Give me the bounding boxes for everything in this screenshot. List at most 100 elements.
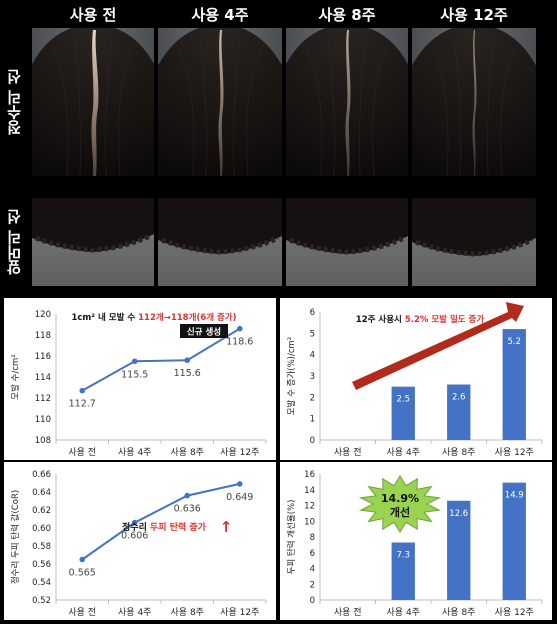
bar bbox=[502, 482, 526, 600]
bar bbox=[447, 500, 471, 600]
y-tick-label: 0.56 bbox=[32, 560, 51, 570]
crown-photo-4-weeks bbox=[158, 28, 282, 176]
y-tick-label: 114 bbox=[35, 373, 51, 383]
bar-value-label: 12.6 bbox=[449, 509, 468, 519]
y-tick-label: 0.52 bbox=[32, 596, 51, 606]
y-tick-label: 0.54 bbox=[32, 578, 51, 588]
x-tick-label: 사용 전 bbox=[68, 447, 96, 458]
bar-value-label: 2.5 bbox=[396, 395, 410, 405]
annotation-highlight: 112개→118개(6개 증가) bbox=[138, 312, 236, 323]
annotation-highlight: 5.2% 모발 밀도 증가 bbox=[405, 314, 485, 325]
x-tick-label: 사용 전 bbox=[334, 607, 362, 618]
series-line bbox=[81, 482, 240, 561]
y-tick-label: 0.60 bbox=[32, 524, 51, 534]
bar bbox=[447, 384, 471, 440]
chart-annotation: 1cm² 내 모발 수 112개→118개(6개 증가) bbox=[71, 312, 236, 323]
x-tick-label: 사용 전 bbox=[68, 607, 96, 618]
data-label: 0.606 bbox=[121, 531, 148, 542]
y-tick-label: 2 bbox=[310, 393, 315, 403]
y-tick-label: 10 bbox=[304, 517, 315, 527]
y-tick-label: 112 bbox=[35, 394, 51, 404]
data-point bbox=[79, 556, 86, 563]
y-tick-label: 0 bbox=[310, 596, 315, 606]
crown-photo-12-weeks bbox=[412, 28, 536, 176]
hairline-photo-before bbox=[32, 198, 154, 286]
hair-density-chart: 108 110 112 114 116 118 120 사용 전 사용 4주 사용 8주 사용 12… bbox=[10, 310, 267, 458]
bar bbox=[391, 386, 415, 440]
scalp-elasticity-chart: 0.52 0.54 0.56 0.58 0.60 0.62 0.64 0.66 사용 전 사용 4… bbox=[10, 470, 267, 618]
crown-photo-before bbox=[32, 28, 154, 176]
y-tick-label: 6 bbox=[310, 549, 315, 559]
scalp-elasticity-chart-panel: 0.52 0.54 0.56 0.58 0.60 0.62 0.64 0.66 사용 전 사용 4… bbox=[4, 462, 276, 620]
elasticity-improvement-chart: 0 2 4 6 8 10 12 14 16 사용 전 사용 4주 사용 8주 사용 12주 두피 탄력 개… bbox=[286, 470, 543, 618]
bar bbox=[502, 329, 526, 440]
y-tick-label: 116 bbox=[35, 352, 51, 362]
x-tick-label: 사용 12주 bbox=[495, 447, 534, 458]
x-tick-label: 사용 4주 bbox=[118, 607, 151, 618]
y-tick-label: 0.64 bbox=[32, 488, 51, 498]
trend-arrow bbox=[352, 302, 524, 390]
data-label: 115.6 bbox=[174, 368, 201, 379]
density-increase-chart: 0 1 2 3 4 5 6 사용 전 사용 4주 사용 8주 사용 12주 모발 수 증가(%)/cm… bbox=[286, 302, 543, 458]
y-tick-label: 4 bbox=[310, 351, 315, 361]
x-tick-label: 사용 8주 bbox=[442, 447, 475, 458]
data-label: 0.565 bbox=[69, 568, 96, 579]
annotation-text: 12주 사용시 bbox=[356, 314, 405, 325]
y-axis-label: 모발 수/cm² bbox=[10, 354, 21, 399]
bar-value-label: 5.2 bbox=[507, 337, 521, 347]
row-label-crown: 정수리 선 bbox=[5, 69, 24, 135]
y-tick-label: 14 bbox=[304, 486, 315, 496]
data-label: 0.636 bbox=[174, 504, 201, 515]
bar-value-label: 14.9 bbox=[505, 491, 524, 501]
data-point bbox=[131, 358, 138, 365]
bar bbox=[391, 542, 415, 600]
column-header-12-weeks: 사용 12주 bbox=[440, 6, 508, 24]
y-tick-label: 0.66 bbox=[32, 470, 51, 480]
chart-annotation: 12주 사용시 5.2% 모발 밀도 증가 bbox=[356, 314, 485, 325]
x-tick-label: 사용 8주 bbox=[171, 607, 204, 618]
starburst-badge bbox=[359, 474, 441, 534]
bar-value-label: 7.3 bbox=[396, 551, 410, 561]
y-tick-label: 12 bbox=[304, 502, 315, 512]
density-increase-chart-panel: 0 1 2 3 4 5 6 사용 전 사용 4주 사용 8주 사용 12주 모발 수 증가(%)/cm… bbox=[280, 298, 552, 460]
up-arrow-icon: ↑ bbox=[220, 518, 233, 536]
data-label: 115.5 bbox=[121, 369, 148, 380]
hair-density-chart-panel: 108 110 112 114 116 118 120 사용 전 사용 4주 사용 8주 사용 12… bbox=[4, 298, 276, 460]
x-tick-label: 사용 4주 bbox=[387, 447, 420, 458]
y-tick-label: 0.62 bbox=[32, 506, 51, 516]
x-tick-label: 사용 4주 bbox=[118, 447, 151, 458]
y-tick-label: 6 bbox=[310, 308, 315, 318]
y-tick-label: 16 bbox=[304, 470, 315, 480]
y-tick-label: 120 bbox=[35, 310, 51, 320]
y-tick-label: 118 bbox=[35, 331, 51, 341]
x-tick-label: 사용 4주 bbox=[387, 607, 420, 618]
column-header-8-weeks: 사용 8주 bbox=[318, 6, 376, 24]
starburst-caption: 개선 bbox=[390, 505, 410, 519]
y-tick-label: 0.58 bbox=[32, 542, 51, 552]
y-axis-label: 정수리 두피 탄력 값(CoR) bbox=[10, 490, 21, 584]
y-tick-label: 0 bbox=[310, 436, 315, 446]
x-tick-label: 사용 12주 bbox=[495, 607, 534, 618]
data-label: 0.649 bbox=[226, 492, 253, 503]
elasticity-improvement-chart-panel: 0 2 4 6 8 10 12 14 16 사용 전 사용 4주 사용 8주 사용 12주 두피 탄력 개… bbox=[280, 462, 552, 620]
y-tick-label: 1 bbox=[310, 415, 315, 425]
hairline-photo-12-weeks bbox=[412, 198, 536, 286]
x-tick-label: 사용 12주 bbox=[220, 447, 259, 458]
data-point bbox=[236, 325, 243, 332]
data-point bbox=[236, 481, 243, 487]
x-tick-label: 사용 8주 bbox=[442, 607, 475, 618]
chart-annotation: 정수리 두피 탄력 증가 bbox=[122, 521, 207, 533]
y-axis-label: 두피 탄력 개선율(%) bbox=[286, 500, 297, 575]
y-tick-label: 110 bbox=[35, 415, 51, 425]
y-tick-label: 4 bbox=[310, 565, 315, 575]
y-tick-label: 5 bbox=[310, 329, 315, 339]
new-growth-badge bbox=[180, 324, 228, 338]
hairline-photo-4-weeks bbox=[158, 198, 282, 286]
x-tick-label: 사용 12주 bbox=[220, 607, 259, 618]
crown-photo-8-weeks bbox=[286, 28, 408, 176]
data-label: 118.6 bbox=[226, 337, 253, 348]
y-axis-label: 모발 수 증가(%)/cm² bbox=[286, 337, 297, 415]
data-point bbox=[131, 519, 138, 526]
y-tick-label: 108 bbox=[35, 436, 51, 446]
new-growth-badge-label: 신규 생성 bbox=[187, 327, 221, 338]
